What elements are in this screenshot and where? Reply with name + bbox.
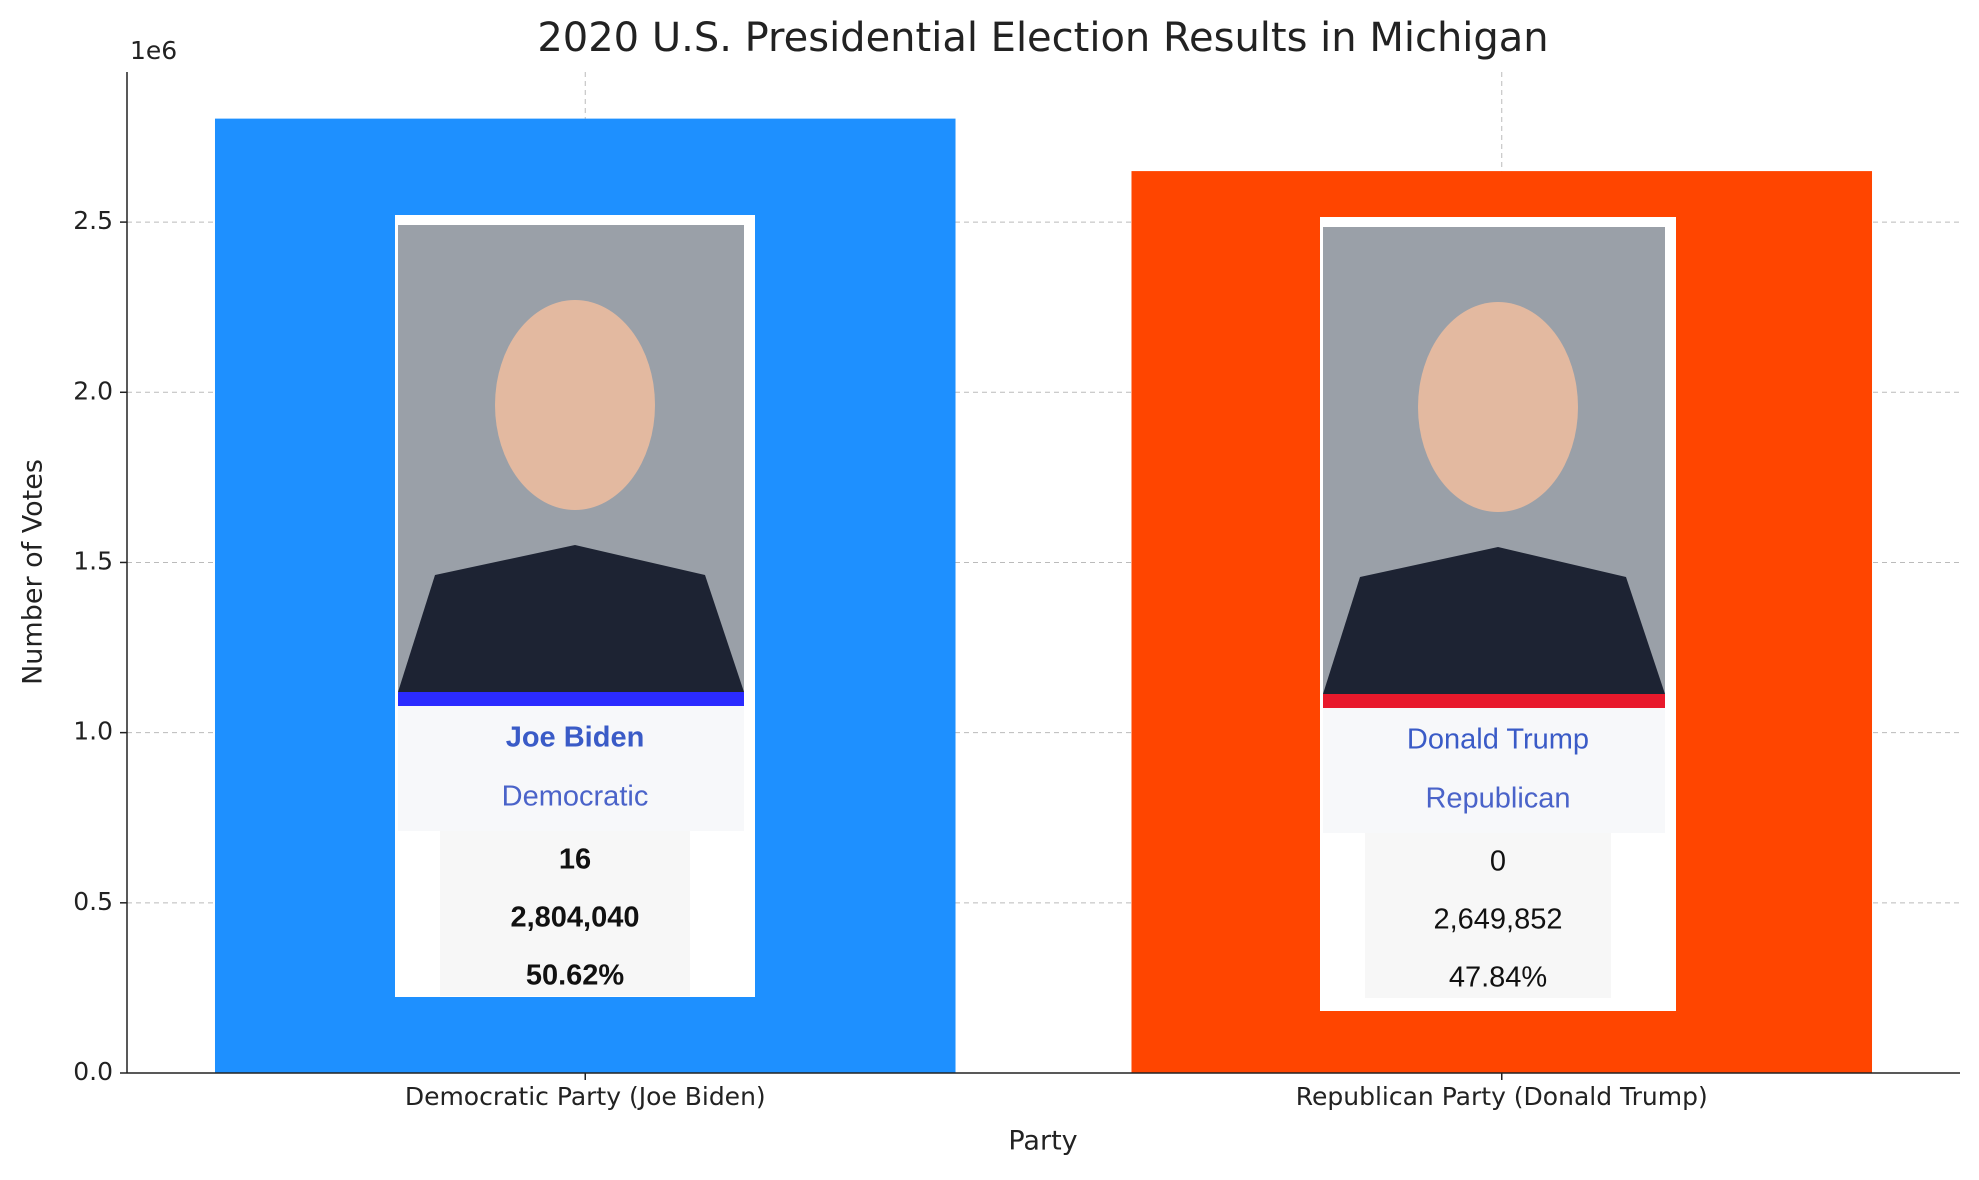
candidate-party: Democratic [502,781,649,813]
x-axis-label: Party [1008,1126,1077,1157]
x-tick-label: Republican Party (Donald Trump) [1296,1082,1708,1111]
axis-multiplier: 1e6 [130,36,177,65]
y-tick-label: 2.5 [73,206,113,235]
card-electoral: 0 [1490,846,1506,878]
card-electoral: 16 [559,844,591,876]
y-tick-label: 1.0 [73,717,113,746]
chart-title: 2020 U.S. Presidential Election Results … [537,15,1548,61]
info-bg [1323,708,1665,833]
card-percent: 47.84% [1449,962,1547,994]
candidate-name: Joe Biden [506,722,645,754]
info-bg [398,706,744,831]
card-percent: 50.62% [526,960,625,992]
party-stripe [1323,694,1665,708]
card-votes: 2,649,852 [1433,904,1562,936]
photo-suit [398,545,744,692]
party-stripe [398,692,744,706]
y-tick-label: 0.5 [73,887,113,916]
candidate-party: Republican [1425,783,1570,815]
candidate-card: Donald Trump Republican 0 2,649,852 47.84% [1320,217,1676,1011]
photo-head [1418,302,1578,512]
y-tick-label: 2.0 [73,376,113,405]
stats-bg [1365,833,1611,998]
y-axis-label: Number of Votes [18,459,49,685]
stats-bg [440,831,690,996]
candidate-card: Joe Biden Democratic 16 2,804,040 50.62% [395,215,755,997]
y-tick-label: 1.5 [73,546,113,575]
photo-head [495,300,655,510]
candidate-name: Donald Trump [1407,724,1589,756]
y-tick-label: 0.0 [73,1057,113,1086]
photo-suit [1323,547,1665,694]
card-votes: 2,804,040 [510,902,639,934]
x-tick-label: Democratic Party (Joe Biden) [405,1082,766,1111]
